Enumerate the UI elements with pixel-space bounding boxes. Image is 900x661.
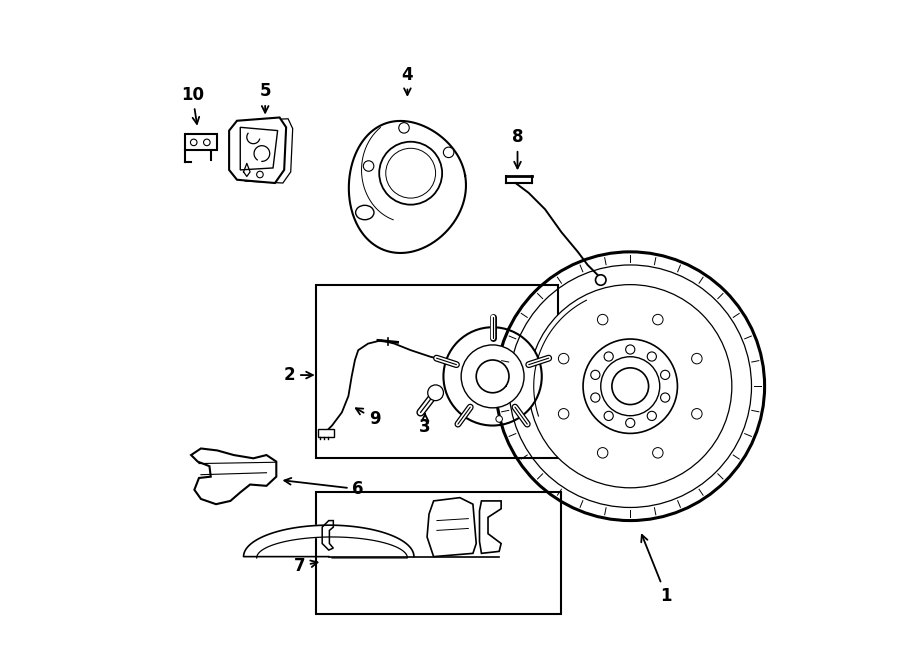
Circle shape	[626, 418, 634, 428]
Bar	[316, 285, 558, 458]
Circle shape	[604, 352, 613, 361]
Text: 2: 2	[284, 366, 313, 384]
Circle shape	[604, 411, 613, 420]
Polygon shape	[240, 128, 277, 170]
Circle shape	[528, 285, 732, 488]
Circle shape	[379, 141, 442, 205]
Circle shape	[661, 370, 670, 379]
Circle shape	[364, 161, 374, 171]
Text: 4: 4	[401, 66, 413, 95]
Circle shape	[496, 416, 502, 422]
Polygon shape	[322, 521, 333, 550]
Circle shape	[558, 354, 569, 364]
Polygon shape	[349, 121, 466, 253]
Polygon shape	[428, 498, 476, 557]
Circle shape	[428, 385, 444, 401]
Circle shape	[626, 345, 634, 354]
Polygon shape	[191, 448, 276, 504]
Circle shape	[647, 352, 656, 361]
Polygon shape	[480, 501, 501, 553]
Circle shape	[191, 139, 197, 145]
Circle shape	[444, 147, 454, 157]
Circle shape	[598, 447, 608, 458]
Circle shape	[652, 447, 663, 458]
Ellipse shape	[356, 206, 374, 219]
Circle shape	[256, 171, 263, 178]
Text: 10: 10	[181, 85, 204, 124]
Circle shape	[612, 368, 649, 405]
Text: 3: 3	[419, 414, 431, 436]
Circle shape	[691, 354, 702, 364]
Circle shape	[203, 139, 210, 145]
Circle shape	[601, 357, 660, 416]
Polygon shape	[230, 118, 286, 183]
Bar	[316, 492, 562, 613]
Circle shape	[476, 360, 509, 393]
Text: 8: 8	[512, 128, 523, 169]
Circle shape	[652, 315, 663, 325]
Polygon shape	[244, 525, 414, 558]
Circle shape	[399, 123, 410, 133]
Text: 6: 6	[284, 478, 364, 498]
Bar	[318, 429, 334, 437]
Circle shape	[590, 393, 600, 402]
Circle shape	[583, 339, 678, 434]
Circle shape	[647, 411, 656, 420]
Circle shape	[558, 408, 569, 419]
Text: 1: 1	[641, 535, 672, 605]
Bar	[184, 134, 217, 150]
Text: 9: 9	[356, 408, 381, 428]
Circle shape	[590, 370, 600, 379]
Circle shape	[661, 393, 670, 402]
Text: 5: 5	[259, 82, 271, 112]
Circle shape	[598, 315, 608, 325]
Circle shape	[444, 327, 542, 426]
Circle shape	[461, 345, 524, 408]
Text: 7: 7	[293, 557, 318, 576]
Circle shape	[691, 408, 702, 419]
